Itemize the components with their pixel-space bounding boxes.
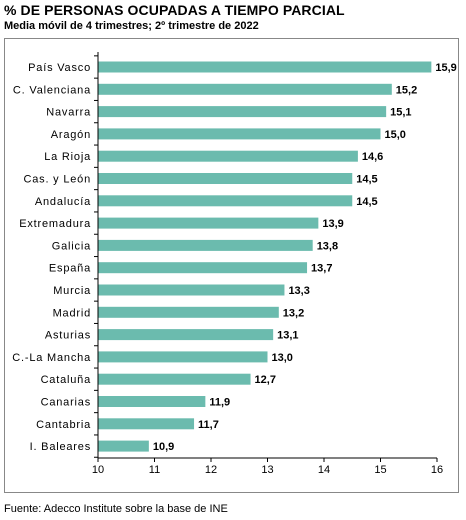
x-tick-label: 13: [261, 464, 273, 476]
bar: [98, 83, 392, 95]
data-label: 12,7: [255, 374, 276, 386]
bar: [98, 128, 381, 140]
x-tick-label: 14: [318, 464, 330, 476]
data-label: 11,9: [209, 397, 230, 409]
data-label: 13,2: [283, 307, 304, 319]
data-label: 10,9: [153, 441, 174, 453]
data-label: 11,7: [198, 419, 219, 431]
category-label: Extremadura: [19, 218, 91, 230]
bar: [98, 440, 149, 452]
category-label: España: [49, 263, 91, 275]
bar: [98, 239, 313, 251]
category-label: Andalucía: [35, 196, 91, 208]
bar: [98, 329, 274, 341]
category-label: I. Baleares: [30, 441, 91, 453]
source-note: Fuente: Adecco Institute sobre la base d…: [4, 503, 228, 515]
bar: [98, 61, 432, 73]
data-label: 15,9: [435, 62, 456, 74]
data-label: 15,2: [396, 84, 417, 96]
x-tick-label: 12: [205, 464, 217, 476]
x-tick-label: 10: [92, 464, 104, 476]
data-label: 14,5: [356, 174, 377, 186]
bar: [98, 195, 353, 207]
data-label: 13,0: [272, 352, 293, 364]
category-label: C.-La Mancha: [12, 352, 91, 364]
category-label: Navarra: [46, 107, 91, 119]
bar: [98, 150, 358, 162]
data-label: 15,1: [390, 107, 411, 119]
data-label: 13,7: [311, 263, 332, 275]
data-label: 13,8: [317, 240, 338, 252]
category-label: Madrid: [53, 307, 91, 319]
data-label: 13,9: [322, 218, 343, 230]
bar: [98, 262, 308, 274]
bar: [98, 373, 251, 385]
category-label: Cantabria: [36, 419, 91, 431]
category-label: Canarias: [41, 397, 91, 409]
bar: [98, 418, 195, 430]
category-label: Cataluña: [41, 374, 92, 386]
x-tick-label: 11: [149, 464, 160, 476]
bar: [98, 106, 387, 118]
data-label: 14,6: [362, 151, 383, 163]
category-label: Cas. y León: [23, 174, 91, 186]
bar: [98, 284, 285, 296]
bar: [98, 351, 268, 363]
data-label: 13,3: [288, 285, 309, 297]
category-label: Aragón: [51, 129, 91, 141]
category-label: Asturias: [45, 330, 91, 342]
chart-title: % DE PERSONAS OCUPADAS A TIEMPO PARCIAL: [4, 2, 345, 18]
x-tick-label: 16: [431, 464, 443, 476]
data-label: 15,0: [385, 129, 406, 141]
category-label: Galicia: [52, 240, 91, 252]
bar: [98, 306, 279, 318]
chart-frame: [4, 38, 459, 493]
data-label: 13,1: [277, 330, 298, 342]
bar: [98, 396, 206, 407]
bar: [98, 217, 319, 229]
bar: [98, 173, 353, 184]
category-label: Murcia: [53, 285, 91, 297]
category-label: C. Valenciana: [13, 84, 91, 96]
chart-subtitle: Media móvil de 4 trimestres; 2º trimestr…: [4, 20, 259, 32]
data-label: 14,5: [356, 196, 377, 208]
category-label: La Rioja: [44, 151, 91, 163]
x-tick-label: 15: [374, 464, 386, 476]
category-label: País Vasco: [28, 62, 91, 74]
